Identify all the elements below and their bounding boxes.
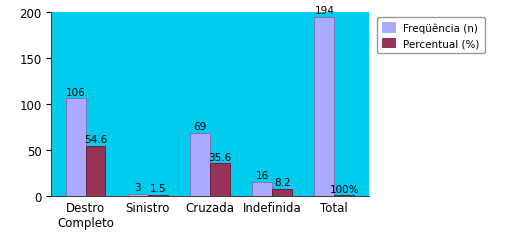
Text: 194: 194 — [314, 6, 334, 16]
Text: 16: 16 — [255, 170, 269, 180]
Text: 100%: 100% — [330, 184, 359, 194]
Bar — [148, 195, 167, 197]
Bar — [314, 18, 334, 197]
Text: 54.6: 54.6 — [84, 135, 107, 144]
Legend: Freqüência (n), Percentual (%): Freqüência (n), Percentual (%) — [377, 18, 485, 54]
Text: 69: 69 — [194, 121, 207, 131]
Text: 35.6: 35.6 — [208, 152, 231, 162]
Bar — [210, 164, 230, 197]
Text: 3: 3 — [135, 182, 141, 192]
Text: 106: 106 — [66, 87, 86, 97]
Bar — [190, 133, 210, 197]
Bar — [272, 189, 292, 197]
Text: 1.5: 1.5 — [150, 183, 166, 193]
Bar — [252, 182, 272, 197]
Bar — [128, 194, 148, 197]
Bar — [66, 99, 86, 197]
Bar — [86, 146, 105, 197]
Text: 8.2: 8.2 — [274, 177, 290, 187]
Bar — [334, 196, 354, 197]
